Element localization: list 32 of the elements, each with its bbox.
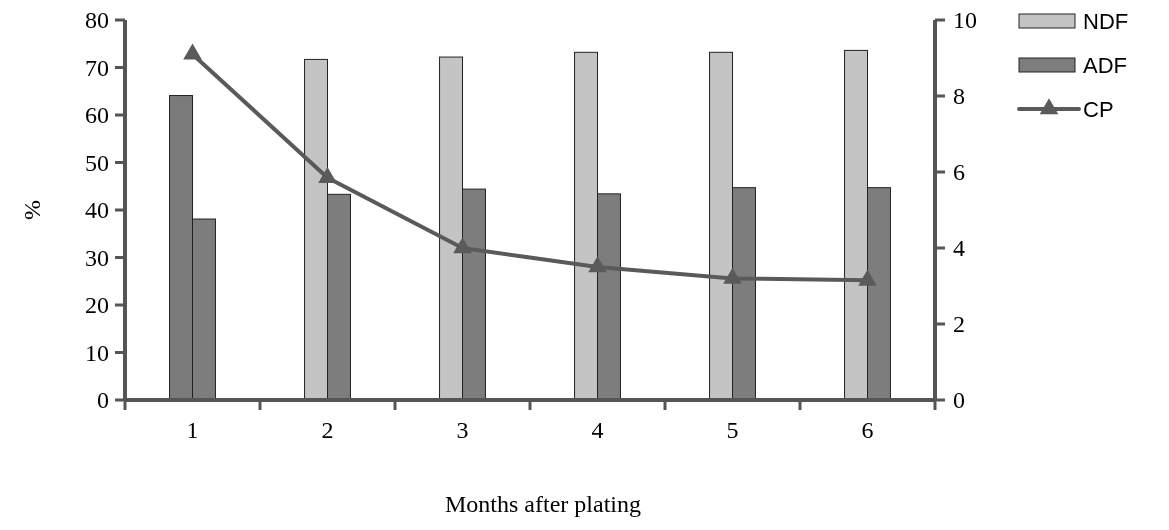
x-tick-label: 6 (861, 417, 874, 443)
point (318, 166, 337, 184)
y-tick-label: 70 (85, 54, 109, 81)
point (183, 43, 202, 60)
x-tick-label: 5 (726, 417, 739, 443)
x-tick-label: 3 (456, 417, 469, 443)
point (858, 269, 877, 286)
y2-tick-label: 6 (953, 159, 965, 186)
legend-label: CP (1083, 96, 1114, 122)
point (453, 237, 472, 254)
y2-tick-label: 0 (953, 387, 965, 414)
y2-tick-label: 4 (953, 235, 965, 262)
y2-tick-label: 8 (953, 83, 965, 110)
legend-label: ADF (1083, 52, 1127, 78)
y2-tick-label: 2 (953, 311, 965, 338)
y-axis-title: % (19, 200, 45, 220)
y-tick-label: 20 (85, 292, 109, 319)
x-tick-label: 1 (186, 417, 199, 443)
y-tick-label: 50 (85, 149, 109, 176)
point (588, 256, 607, 273)
y-tick-label: 0 (97, 387, 109, 414)
x-tick-label: 4 (591, 417, 604, 443)
y-tick-label: 30 (85, 244, 109, 271)
y2-tick-label: 10 (953, 7, 977, 34)
legend-label: NDF (1083, 8, 1129, 34)
x-axis-title: Months after plating (445, 491, 641, 517)
y-tick-label: 60 (85, 102, 109, 129)
x-tick-label: 2 (321, 417, 334, 443)
y-tick-label: 10 (85, 339, 109, 366)
y-tick-label: 80 (85, 7, 109, 34)
y-tick-label: 40 (85, 197, 109, 224)
point (723, 267, 742, 284)
